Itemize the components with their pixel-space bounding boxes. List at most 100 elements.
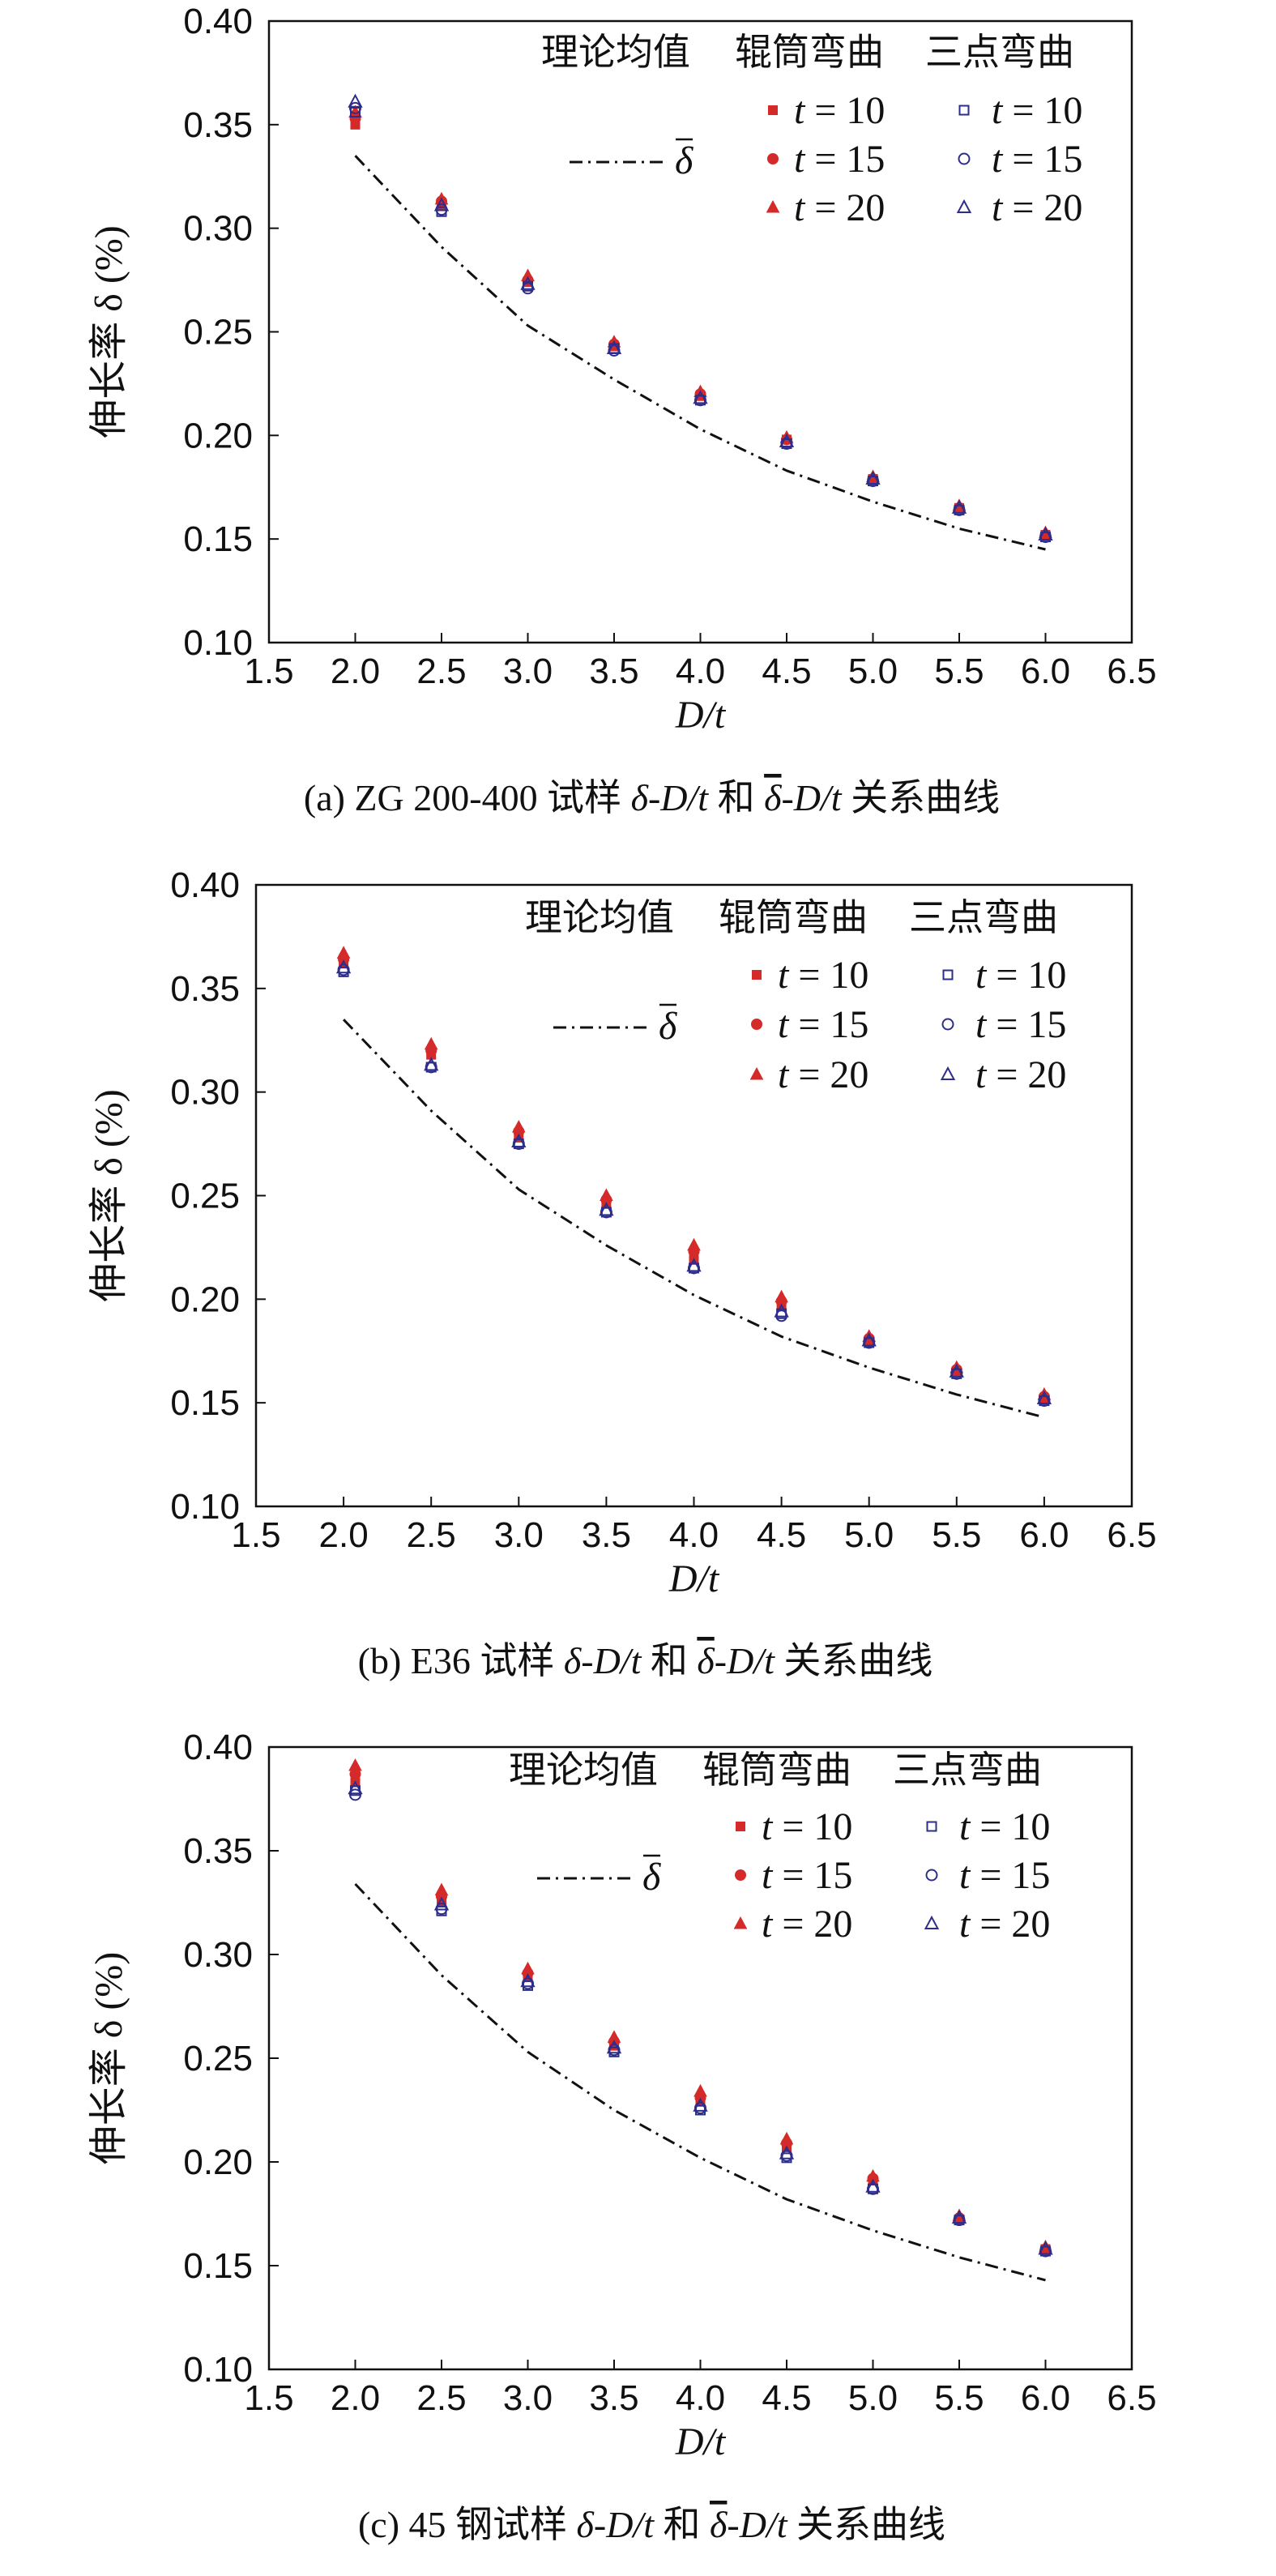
x-tick-label: 6.0 (1021, 651, 1070, 691)
y-tick-label: 0.30 (183, 209, 253, 249)
point-roller-t20 (521, 1961, 535, 1975)
legend-three-point-label: t = 15 (992, 138, 1082, 181)
point-roller-t20 (775, 1289, 788, 1303)
x-tick-label: 2.5 (416, 651, 466, 691)
y-tick-label: 0.40 (170, 865, 240, 905)
y-axis-title: 伸长率 δ (%) (87, 225, 130, 438)
figure-caption: (b) E36 试样 δ-D/t 和 δ-D/t 关系曲线 (358, 1640, 933, 1681)
y-tick-label: 0.10 (183, 2350, 253, 2390)
point-three_point-t20 (951, 2210, 967, 2224)
x-tick-label: 6.5 (1107, 651, 1156, 691)
y-tick-label: 0.30 (170, 1073, 240, 1113)
x-axis-title: D/t (668, 1557, 720, 1600)
legend-three-point-label: t = 10 (959, 1805, 1050, 1848)
legend-header: 理论均值 (541, 30, 690, 74)
point-three_point-t20 (335, 959, 352, 974)
series-three_point-t10 (350, 1785, 1051, 2257)
point-three_point-t20 (1036, 1390, 1052, 1405)
point-three_point-t20 (693, 390, 708, 404)
legend-theory-label: δ (675, 139, 693, 182)
legend-three-point-marker (941, 1018, 954, 1031)
point-three_point-t20 (686, 1258, 702, 1272)
point-three_point-t20 (951, 499, 967, 514)
legend-header: 三点弯曲 (925, 30, 1074, 74)
legend-roller-label: t = 10 (762, 1805, 852, 1848)
point-three_point-t20 (865, 2178, 881, 2193)
y-axis-title: 伸长率 δ (%) (87, 1089, 130, 1302)
series-three_point-t20 (335, 959, 1052, 1405)
x-tick-label: 4.5 (762, 651, 811, 691)
x-tick-label: 2.0 (331, 2378, 380, 2418)
legend-header: 辊筒弯曲 (735, 30, 884, 74)
legend-three-point-marker (925, 1869, 938, 1882)
point-roller-t20 (687, 1237, 701, 1251)
legend-three-point-marker (926, 1821, 937, 1832)
y-tick-label: 0.10 (170, 1487, 240, 1527)
series-roller-t20 (348, 1758, 1052, 2253)
x-tick-label: 2.0 (319, 1515, 369, 1555)
y-tick-label: 0.35 (183, 1831, 253, 1871)
legend-roller-marker (736, 1822, 745, 1831)
legend-roller-label: t = 20 (762, 1903, 852, 1946)
point-roller-t20 (693, 2083, 707, 2097)
y-tick-label: 0.15 (183, 519, 253, 559)
point-three_point-t20 (606, 340, 622, 354)
theory-mean-curve (343, 1019, 1045, 1419)
x-tick-label: 2.5 (416, 2378, 466, 2418)
point-three_point-t20 (520, 276, 536, 290)
point-three_point-t10 (350, 106, 361, 117)
chart-panel-3: 1.5 2.0 2.5 3.0 3.5 4.0 4.5 5.0 5.5 6.0 6.5 0.10 0.1… (87, 1728, 1157, 2545)
theory-mean-curve (354, 155, 1046, 551)
legend-three-point-label: t = 20 (992, 186, 1082, 229)
legend-theory-label: δ (659, 1005, 677, 1048)
legend-header: 三点弯曲 (909, 895, 1058, 939)
chart-panel-2: 1.5 2.0 2.5 3.0 3.5 4.0 4.5 5.0 5.5 6.0 6.5 0.10 0.1… (87, 865, 1157, 1681)
y-tick-label: 0.25 (183, 313, 253, 352)
x-tick-label: 5.0 (848, 651, 898, 691)
series-roller-t15 (349, 1768, 1052, 2255)
point-three_point-t20 (774, 1303, 789, 1318)
point-roller-t20 (600, 1188, 613, 1201)
point-roller-t20 (434, 1882, 449, 1896)
legend-roller-marker (766, 199, 780, 213)
legend-three-point-marker (958, 105, 970, 116)
point-three_point-t15 (349, 101, 361, 114)
x-axis-title: D/t (675, 2420, 727, 2463)
point-roller-t20 (336, 946, 351, 959)
point-three_point-t15 (349, 1788, 361, 1801)
legend-three-point-marker (958, 152, 971, 165)
x-tick-label: 4.0 (676, 651, 725, 691)
legend-three-point-label: t = 10 (992, 89, 1082, 132)
series-three_point-t15 (349, 101, 1052, 544)
x-tick-label: 2.5 (407, 1515, 456, 1555)
legend-three-point-label: t = 20 (975, 1053, 1066, 1096)
series-roller-t20 (348, 105, 1052, 538)
y-tick-label: 0.25 (183, 2039, 253, 2078)
theory-mean-curve (354, 1882, 1046, 2282)
legend-roller-marker (768, 105, 778, 115)
point-three_point-t20 (520, 1973, 536, 1988)
x-tick-label: 1.5 (244, 651, 293, 691)
y-axis-title: 伸长率 δ (%) (87, 1952, 130, 2165)
legend-three-point-label: t = 15 (959, 1854, 1050, 1897)
x-tick-label: 1.5 (244, 2378, 293, 2418)
point-roller-t20 (348, 1758, 362, 1771)
x-tick-label: 3.5 (589, 2378, 638, 2418)
x-tick-label: 4.5 (757, 1515, 806, 1555)
legend-roller-label: t = 15 (762, 1854, 852, 1897)
legend-three-point-label: t = 20 (959, 1903, 1050, 1946)
x-tick-label: 6.5 (1107, 1515, 1156, 1555)
legend-roller-label: t = 10 (778, 954, 868, 997)
legend-three-point-marker (924, 1915, 940, 1929)
legend-roller-label: t = 15 (778, 1003, 868, 1046)
legend-header: 理论均值 (509, 1748, 658, 1792)
series-three_point-t15 (337, 963, 1051, 1408)
series-three_point-t20 (348, 93, 1053, 541)
x-tick-label: 4.0 (669, 1515, 719, 1555)
x-tick-label: 6.0 (1021, 2378, 1070, 2418)
x-tick-label: 2.0 (331, 651, 380, 691)
y-tick-label: 0.30 (183, 1935, 253, 1975)
